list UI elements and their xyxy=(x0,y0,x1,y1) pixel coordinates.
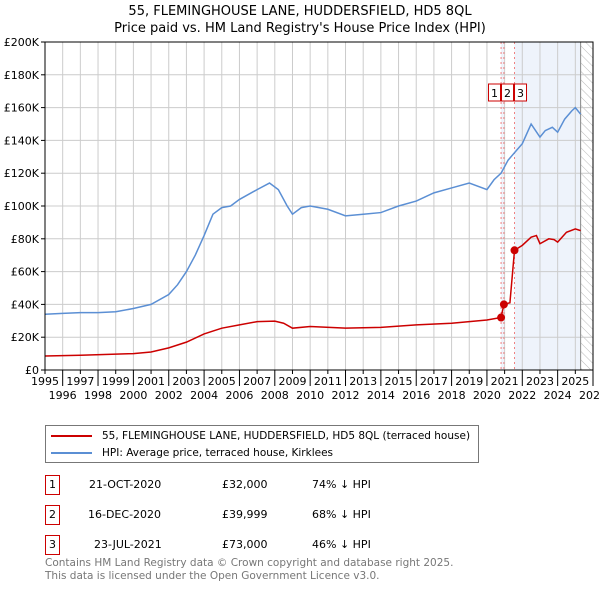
x-tick-label: 2008 xyxy=(261,389,289,402)
y-tick-label: £0 xyxy=(25,364,39,377)
footer: Contains HM Land Registry data © Crown c… xyxy=(45,557,453,583)
legend-label: HPI: Average price, terraced house, Kirk… xyxy=(102,447,334,459)
x-tick-label: 2004 xyxy=(190,389,218,402)
x-tick-label: 2003 xyxy=(172,375,200,388)
legend: 55, FLEMINGHOUSE LANE, HUDDERSFIELD, HD5… xyxy=(45,425,479,463)
x-tick-label: 2024 xyxy=(544,389,572,402)
x-tick-label: 2021 xyxy=(491,375,519,388)
x-tick-label: 1997 xyxy=(66,375,94,388)
price-chart: 1995199619971998199920002001200220032004… xyxy=(4,36,600,402)
transaction-hpi-diff: 46% ↓ HPI xyxy=(312,538,371,551)
y-tick-label: £60K xyxy=(11,266,40,279)
legend-item-hpi: HPI: Average price, terraced house, Kirk… xyxy=(51,445,333,461)
transaction-hpi-diff: 68% ↓ HPI xyxy=(312,508,371,521)
x-tick-label: 2014 xyxy=(367,389,395,402)
transaction-price: £73,000 xyxy=(222,538,268,551)
transaction-price: £32,000 xyxy=(222,478,268,491)
x-tick-label: 2018 xyxy=(438,389,466,402)
transaction-date: 23-JUL-2021 xyxy=(94,538,162,551)
x-tick-label: 2015 xyxy=(385,375,413,388)
transaction-number: 2 xyxy=(45,505,60,525)
transaction-row: 3 23-JUL-2021 £73,000 46% ↓ HPI xyxy=(45,535,445,555)
x-tick-label: 2016 xyxy=(402,389,430,402)
transaction-row: 1 21-OCT-2020 £32,000 74% ↓ HPI xyxy=(45,475,445,495)
property-price-line xyxy=(44,228,581,357)
x-tick-label: 2013 xyxy=(349,375,377,388)
transaction-date: 21-OCT-2020 xyxy=(89,478,162,491)
footer-copyright: Contains HM Land Registry data © Crown c… xyxy=(45,557,454,569)
x-tick-label: 1999 xyxy=(102,375,130,388)
x-tick-label: 2011 xyxy=(314,375,342,388)
transaction-hpi-diff: 74% ↓ HPI xyxy=(312,478,371,491)
y-tick-label: £140K xyxy=(4,134,40,147)
x-tick-label: 2012 xyxy=(332,389,360,402)
x-tick-label: 2001 xyxy=(137,375,165,388)
x-tick-label: 2017 xyxy=(420,375,448,388)
sale-label-text: 3 xyxy=(517,87,524,100)
y-tick-label: £180K xyxy=(4,69,40,82)
x-tick-label: 2005 xyxy=(208,375,236,388)
x-tick-label: 2026 xyxy=(579,389,600,402)
y-tick-label: £40K xyxy=(11,298,40,311)
x-tick-label: 2020 xyxy=(473,389,501,402)
x-tick-label: 1995 xyxy=(31,375,59,388)
sale-label: 2 xyxy=(501,83,515,102)
plot-border xyxy=(44,41,594,371)
x-tick-label: 2023 xyxy=(526,375,554,388)
sale-point xyxy=(497,313,506,322)
sale-label-text: 1 xyxy=(491,87,498,100)
transaction-date: 16-DEC-2020 xyxy=(88,508,162,521)
x-tick-label: 2009 xyxy=(278,375,306,388)
legend-item-property: 55, FLEMINGHOUSE LANE, HUDDERSFIELD, HD5… xyxy=(51,428,470,444)
hpi-line xyxy=(44,106,582,315)
y-tick-label: £120K xyxy=(4,167,40,180)
sale-label-box xyxy=(501,83,515,102)
sale-label-text: 2 xyxy=(504,87,511,100)
x-tick-label: 1996 xyxy=(49,389,77,402)
legend-label: 55, FLEMINGHOUSE LANE, HUDDERSFIELD, HD5… xyxy=(102,430,471,442)
sale-label: 3 xyxy=(514,83,528,102)
y-tick-label: £20K xyxy=(11,331,40,344)
y-tick-label: £80K xyxy=(11,233,40,246)
legend-swatch-red xyxy=(51,435,92,437)
transaction-number: 1 xyxy=(45,475,60,495)
x-tick-label: 2007 xyxy=(243,375,271,388)
transaction-price: £39,999 xyxy=(222,508,268,521)
y-tick-label: £160K xyxy=(4,102,40,115)
x-tick-label: 2022 xyxy=(508,389,536,402)
x-tick-label: 2025 xyxy=(561,375,589,388)
sale-label-box xyxy=(488,83,502,102)
chart-title: 55, FLEMINGHOUSE LANE, HUDDERSFIELD, HD5… xyxy=(128,4,472,19)
y-tick-label: £100K xyxy=(4,200,40,213)
x-tick-label: 2002 xyxy=(155,389,183,402)
transaction-row: 2 16-DEC-2020 £39,999 68% ↓ HPI xyxy=(45,505,445,525)
sale-point xyxy=(510,246,519,255)
x-tick-label: 1998 xyxy=(84,389,112,402)
x-tick-label: 2000 xyxy=(119,389,147,402)
x-tick-label: 2019 xyxy=(455,375,483,388)
chart-subtitle: Price paid vs. HM Land Registry's House … xyxy=(114,21,486,36)
sale-label: 1 xyxy=(488,83,502,102)
x-tick-label: 2010 xyxy=(296,389,324,402)
transaction-number: 3 xyxy=(45,535,60,555)
footer-licence: This data is licensed under the Open Gov… xyxy=(45,570,380,582)
x-tick-label: 2006 xyxy=(225,389,253,402)
sale-point xyxy=(499,300,508,309)
y-tick-label: £200K xyxy=(4,36,40,49)
legend-swatch-blue xyxy=(51,452,92,454)
sale-label-box xyxy=(514,83,528,102)
